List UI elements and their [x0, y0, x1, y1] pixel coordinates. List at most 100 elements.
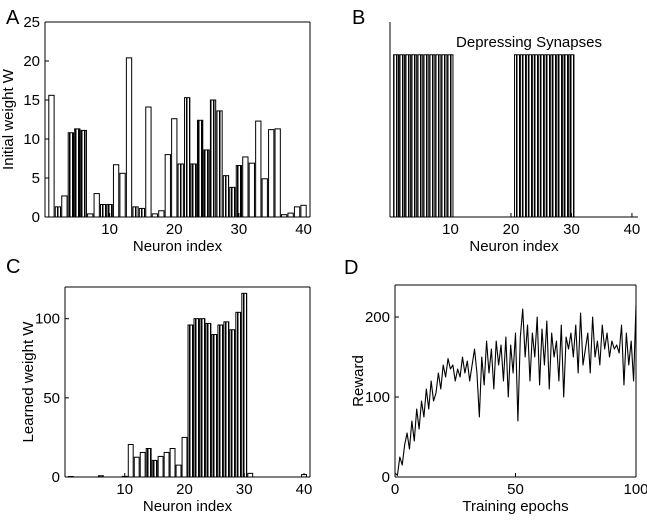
panel-a-x-tick-label: 20 — [166, 221, 183, 238]
panel-c-bar — [199, 318, 206, 478]
panel-c-x-tick-label: 30 — [236, 481, 253, 498]
panel-c-bar — [121, 475, 128, 478]
panel-a-bar — [100, 204, 107, 218]
panel-a-bar — [171, 118, 178, 218]
panel-d-x-tick-label: 0 — [391, 481, 399, 498]
panel-c-bar — [169, 448, 176, 478]
panel-a-y-tick-label: 20 — [23, 53, 40, 70]
panel-a-bar — [255, 120, 262, 218]
panel-c-y-axis-label: Learned weight W — [20, 321, 37, 443]
panel-c-bar — [247, 472, 254, 478]
panel-label-d: D — [344, 257, 358, 279]
panel-a-bar — [138, 207, 146, 218]
panel-c-bar — [97, 475, 104, 478]
panel-b-bar — [393, 54, 400, 218]
panel-a-bar — [87, 213, 94, 218]
panel-label-c: C — [6, 256, 20, 278]
panel-a-bar — [164, 154, 171, 218]
panel-b-bar — [417, 54, 424, 218]
panel-d-y-tick-label: 200 — [365, 309, 390, 326]
panel-a-bar — [54, 206, 62, 218]
panel-b-x-tick-label: 30 — [563, 221, 580, 238]
panel-d-y-axis-label: Reward — [350, 355, 367, 407]
panel-c-x-tick-label: 20 — [176, 481, 193, 498]
panel-label-a: A — [6, 7, 20, 29]
panel-a-bar — [190, 163, 197, 218]
panel-c-bar — [127, 444, 134, 478]
panel-c-bar — [229, 329, 236, 478]
panel-c-x-tick-label: 40 — [296, 481, 313, 498]
panel-c-x-tick-label: 10 — [116, 481, 133, 498]
panel-a-y-tick-label: 5 — [32, 170, 40, 187]
panel-a-bar — [132, 206, 139, 218]
panel-b-bar — [429, 54, 436, 218]
panel-a-bar — [119, 172, 126, 218]
panel-b-title: Depressing Synapses — [456, 34, 602, 51]
panel-c-bar — [217, 324, 224, 478]
panel-c-x-axis-label: Neuron index — [143, 498, 233, 515]
panel-b-bar — [538, 54, 545, 218]
panel-a-x-tick-label: 40 — [295, 221, 312, 238]
panel-a-y-tick-label: 10 — [23, 131, 40, 148]
panel-a-bar — [196, 119, 204, 218]
panel-c-chart: 10 20 30 40 0 50 100 Neuron index Learned weight… — [20, 286, 313, 515]
panel-a-bar — [48, 94, 55, 218]
panel-b-x-tick-label: 10 — [442, 221, 459, 238]
panel-d-x-tick-label: 50 — [507, 481, 524, 498]
panel-b-bar — [435, 54, 442, 218]
panel-b-x-tick-label: 20 — [503, 221, 520, 238]
panel-a-bar — [61, 195, 68, 218]
panel-c-bar — [211, 334, 218, 478]
panel-c-bar — [193, 318, 200, 478]
panel-b-bar — [556, 54, 563, 218]
panel-c-bar — [235, 311, 242, 478]
panel-a-bar — [80, 129, 87, 218]
panel-a-bar — [184, 97, 191, 218]
panel-a-y-tick-label: 0 — [32, 209, 40, 226]
panel-d-reward-line — [394, 304, 637, 476]
panel-a-bar — [248, 162, 255, 218]
panel-b-bar — [568, 54, 575, 218]
panel-c-bar — [301, 474, 307, 478]
panel-c-y-tick-label: 0 — [52, 469, 60, 486]
panel-a-bar — [229, 186, 236, 218]
panel-b-bar — [411, 54, 418, 218]
panel-b-bar — [520, 54, 527, 218]
panel-b-bar — [526, 54, 533, 218]
panel-b-bar — [550, 54, 557, 218]
panel-c-bar — [139, 451, 146, 478]
panel-c-bar — [241, 292, 248, 478]
panel-a-bar — [242, 156, 249, 218]
panel-c-bar — [175, 464, 182, 478]
panel-c-bar — [205, 322, 212, 478]
panel-a-x-tick-label: 10 — [101, 221, 118, 238]
panel-a-y-tick-label: 25 — [23, 14, 40, 31]
panel-a-x-axis-label: Neuron index — [133, 238, 223, 255]
panel-c-bar — [187, 324, 194, 478]
panel-b-x-axis-label: Neuron index — [469, 238, 559, 255]
panel-a-bar — [300, 204, 307, 218]
panel-a-bar — [145, 106, 152, 218]
panel-label-b: B — [352, 7, 365, 29]
panel-a-bar — [177, 163, 184, 218]
panel-b-bar — [399, 54, 406, 218]
panel-c-bar — [157, 455, 164, 478]
panel-a-bar — [293, 206, 301, 218]
panel-a-bar — [158, 210, 165, 218]
panel-d-x-axis-label: Training epochs — [462, 498, 568, 515]
panel-a-bar — [209, 99, 217, 218]
panel-b-bar — [532, 54, 539, 218]
panel-a-y-tick-label: 15 — [23, 92, 40, 109]
panel-d-x-tick-label: 100 — [623, 481, 647, 498]
panel-a-bar — [93, 193, 100, 218]
panel-b-bar — [447, 54, 454, 218]
panel-b-bar — [544, 54, 551, 218]
panel-c-y-tick-label: 50 — [43, 390, 60, 407]
panel-a-bar — [67, 132, 75, 218]
panel-b-bar — [423, 54, 430, 218]
panel-a-bar — [151, 213, 159, 218]
panel-a-bar — [268, 129, 275, 218]
panel-a-bar — [125, 57, 133, 218]
panel-d-chart: 0 50 100 0 100 200 Training epochs Reward — [350, 284, 647, 515]
panel-b-chart: 10 20 30 40 Neuron index Depressing Synapses — [389, 22, 640, 255]
